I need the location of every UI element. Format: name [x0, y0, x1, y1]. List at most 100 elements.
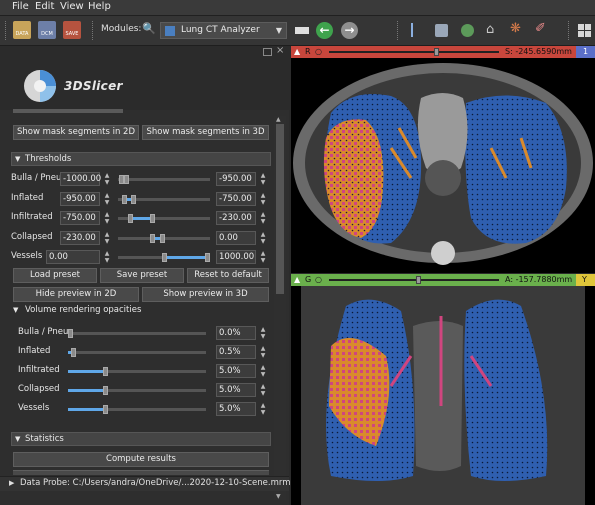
opacity-value-input[interactable]: 5.0%: [216, 402, 256, 416]
threshold-min-stepper[interactable]: ▲ ▼: [104, 211, 110, 225]
opacity-stepper[interactable]: ▲ ▼: [260, 402, 266, 416]
opacity-value-input[interactable]: 5.0%: [216, 383, 256, 397]
link-icon[interactable]: ○: [315, 47, 322, 56]
threshold-range-slider[interactable]: [118, 178, 210, 181]
threshold-min-handle[interactable]: [162, 253, 167, 262]
show-preview-3d-button[interactable]: Show preview in 3D: [142, 287, 269, 302]
compute-results-button[interactable]: Compute results: [13, 452, 269, 467]
statistics-section-header[interactable]: ▼ Statistics: [11, 432, 271, 446]
opacity-stepper[interactable]: ▲ ▼: [260, 345, 266, 359]
green-slice-slider-handle[interactable]: [416, 276, 421, 284]
threshold-max-stepper[interactable]: ▲ ▼: [260, 211, 266, 225]
threshold-min-input[interactable]: 0.00: [46, 250, 100, 264]
threshold-min-input[interactable]: -1000.00: [60, 172, 101, 186]
menu-edit[interactable]: Edit: [35, 1, 55, 12]
markups-icon[interactable]: ❋: [510, 21, 521, 36]
load-data-button[interactable]: DATA: [13, 21, 31, 39]
threshold-min-stepper[interactable]: ▲ ▼: [104, 172, 110, 186]
back-arrow-icon[interactable]: ←: [316, 22, 333, 39]
load-preset-button[interactable]: Load preset: [13, 268, 97, 283]
yellow-slice-controller-stub[interactable]: Y: [576, 274, 595, 286]
threshold-max-input[interactable]: -750.00: [216, 192, 256, 206]
threshold-max-stepper[interactable]: ▲ ▼: [260, 250, 266, 264]
threshold-max-stepper[interactable]: ▲ ▼: [260, 231, 266, 245]
volume-cube-icon[interactable]: [435, 24, 448, 37]
data-probe-bar[interactable]: ▶ Data Probe: C:/Users/andra/OneDrive/..…: [0, 476, 293, 491]
opacity-slider[interactable]: [68, 408, 206, 411]
model-sphere-icon[interactable]: [461, 24, 474, 37]
threshold-min-stepper[interactable]: ▲ ▼: [104, 192, 110, 206]
threshold-max-handle[interactable]: [205, 253, 210, 262]
search-icon[interactable]: 🔍: [142, 22, 156, 35]
house-icon[interactable]: ⌂: [486, 22, 495, 37]
threshold-range-slider[interactable]: [118, 198, 210, 201]
menu-file[interactable]: File: [12, 1, 29, 12]
opacity-slider[interactable]: [68, 332, 206, 335]
threshold-max-handle[interactable]: [150, 214, 155, 223]
scrollbar-thumb[interactable]: [276, 124, 284, 294]
opacity-subsection-header[interactable]: ▼ Volume rendering opacities: [13, 305, 213, 318]
opacity-stepper[interactable]: ▲ ▼: [260, 383, 266, 397]
threshold-max-input[interactable]: -230.00: [216, 211, 256, 225]
reset-default-button[interactable]: Reset to default: [187, 268, 269, 283]
blue-slice-controller-stub[interactable]: 1: [576, 46, 595, 58]
layout-grid-icon[interactable]: [578, 24, 591, 37]
hide-preview-2d-button[interactable]: Hide preview in 2D: [13, 287, 139, 302]
threshold-max-stepper[interactable]: ▲ ▼: [260, 192, 266, 206]
opacity-stepper[interactable]: ▲ ▼: [260, 364, 266, 378]
threshold-min-input[interactable]: -750.00: [60, 211, 100, 225]
opacity-slider-handle[interactable]: [68, 329, 73, 338]
opacity-value-input[interactable]: 0.5%: [216, 345, 256, 359]
save-button[interactable]: SAVE: [63, 21, 81, 39]
module-selector[interactable]: Lung CT Analyzer ▼: [160, 22, 287, 39]
layout-list-icon[interactable]: [411, 23, 421, 37]
save-preset-button[interactable]: Save preset: [100, 268, 184, 283]
threshold-min-handle[interactable]: [128, 214, 133, 223]
threshold-max-input[interactable]: 0.00: [216, 231, 256, 245]
threshold-min-stepper[interactable]: ▲ ▼: [104, 231, 110, 245]
opacity-slider[interactable]: [68, 389, 206, 392]
transform-icon[interactable]: ✐: [535, 21, 546, 36]
opacity-slider-handle[interactable]: [103, 367, 108, 376]
opacity-stepper[interactable]: ▲ ▼: [260, 326, 266, 340]
link-icon[interactable]: ○: [315, 275, 322, 284]
scroll-up-icon[interactable]: ▲: [276, 116, 281, 123]
opacity-slider[interactable]: [68, 370, 206, 373]
opacity-value-input[interactable]: 5.0%: [216, 364, 256, 378]
threshold-max-input[interactable]: -950.00: [216, 172, 256, 186]
dicom-button[interactable]: DCM: [38, 21, 56, 39]
close-icon[interactable]: ×: [276, 45, 285, 56]
pin-icon[interactable]: ▲: [294, 275, 301, 284]
green-slice-slider[interactable]: [329, 279, 499, 281]
pin-icon[interactable]: ▲: [294, 47, 301, 56]
scroll-down-icon[interactable]: ▼: [276, 493, 281, 500]
red-slice-slider[interactable]: [329, 51, 499, 53]
threshold-min-input[interactable]: -950.00: [60, 192, 100, 206]
threshold-min-handle[interactable]: [119, 175, 124, 184]
threshold-range-slider[interactable]: [118, 217, 210, 220]
opacity-slider-handle[interactable]: [103, 386, 108, 395]
threshold-min-handle[interactable]: [150, 234, 155, 243]
threshold-max-handle[interactable]: [124, 175, 129, 184]
show-mask-2d-button[interactable]: Show mask segments in 2D: [13, 125, 139, 140]
forward-arrow-icon[interactable]: →: [341, 22, 358, 39]
threshold-max-stepper[interactable]: ▲ ▼: [260, 172, 266, 186]
show-mask-3d-button[interactable]: Show mask segments in 3D: [142, 125, 269, 140]
module-history-icon[interactable]: [295, 27, 309, 34]
opacity-slider-handle[interactable]: [103, 405, 108, 414]
threshold-min-handle[interactable]: [122, 195, 127, 204]
menu-view[interactable]: View: [60, 1, 84, 12]
menu-help[interactable]: Help: [88, 1, 111, 12]
threshold-max-input[interactable]: 1000.00: [216, 250, 256, 264]
threshold-min-input[interactable]: -230.00: [60, 231, 100, 245]
threshold-min-stepper[interactable]: ▲ ▼: [104, 250, 110, 264]
threshold-max-handle[interactable]: [160, 234, 165, 243]
opacity-slider[interactable]: [68, 351, 206, 354]
red-slice-view[interactable]: [291, 58, 595, 273]
red-slice-slider-handle[interactable]: [434, 48, 439, 56]
opacity-slider-handle[interactable]: [71, 348, 76, 357]
threshold-max-handle[interactable]: [131, 195, 136, 204]
green-slice-view[interactable]: [291, 286, 595, 505]
opacity-value-input[interactable]: 0.0%: [216, 326, 256, 340]
undock-icon[interactable]: [263, 48, 272, 56]
